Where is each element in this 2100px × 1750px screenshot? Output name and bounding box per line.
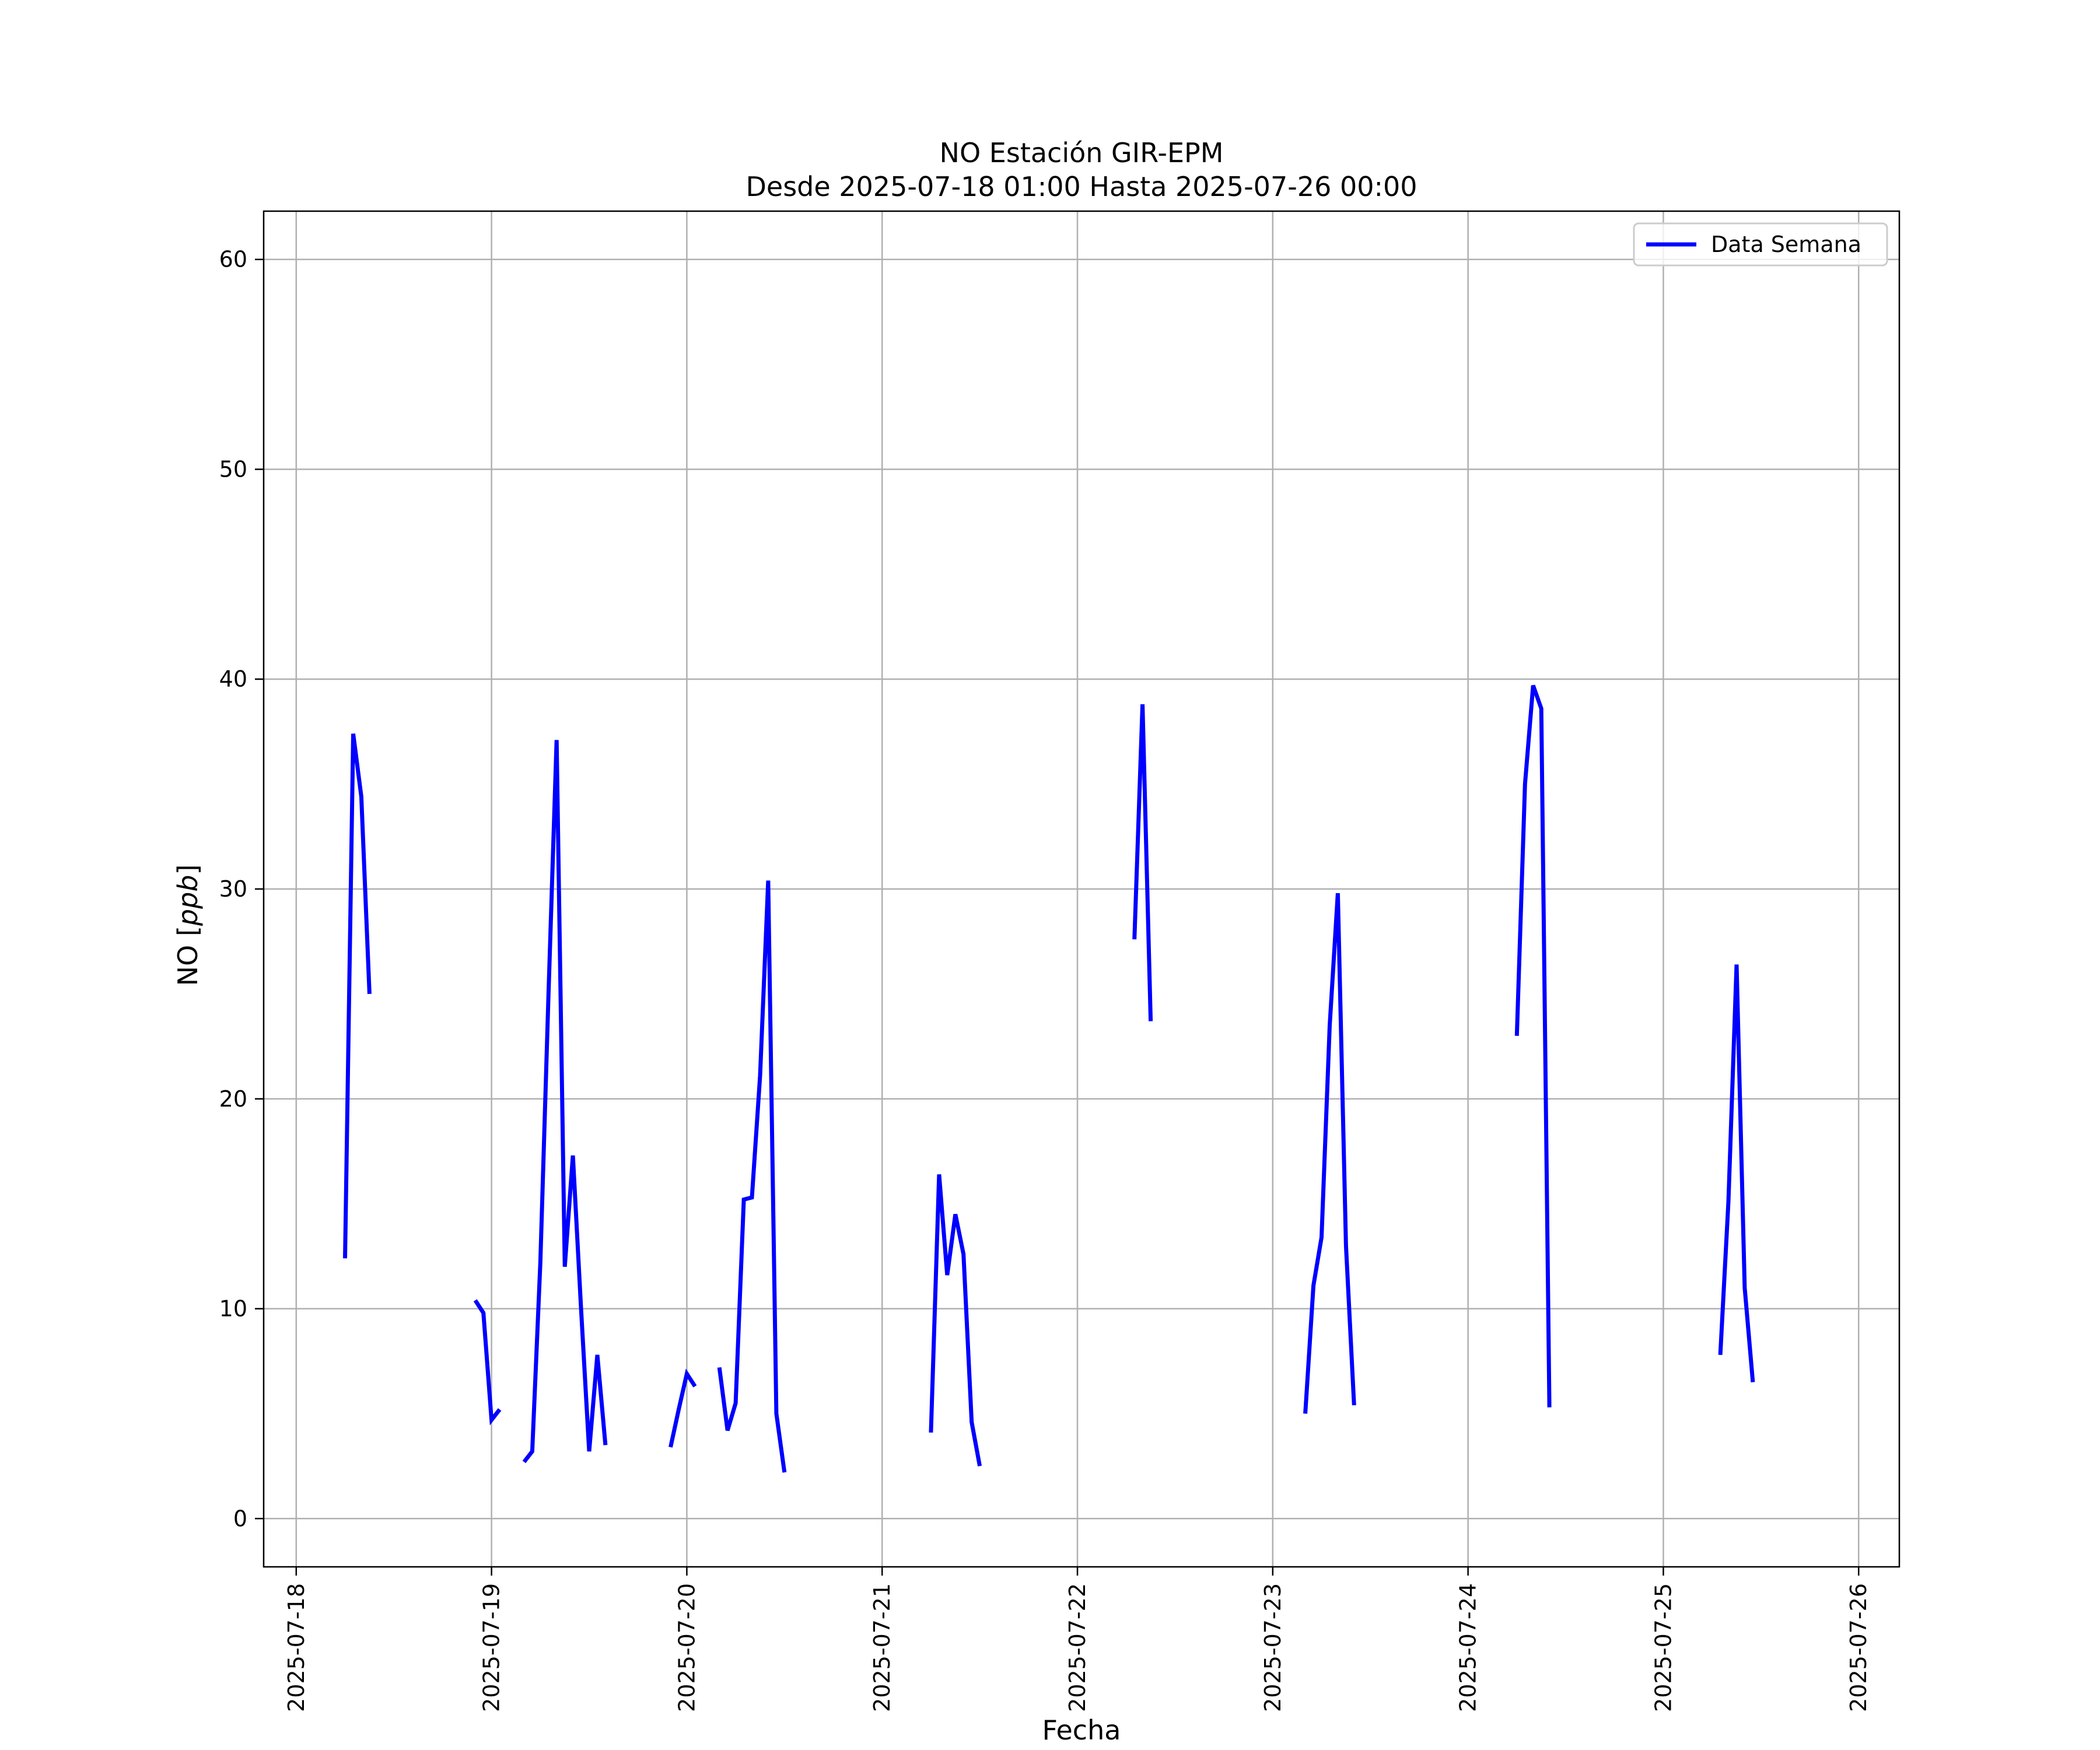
legend-label-data-semana: Data Semana	[1711, 232, 1861, 257]
legend-frame	[1633, 222, 1888, 267]
x-tick-label: 2025-07-20	[674, 1583, 699, 1712]
series-line-data-semana	[343, 733, 372, 1259]
plot-area	[343, 684, 1755, 1473]
chart-title: NO Estación GIR-EPM	[940, 137, 1224, 169]
x-tick-label: 2025-07-22	[1065, 1583, 1090, 1712]
series-line-data-semana	[1718, 964, 1755, 1382]
series-line-data-semana	[522, 740, 608, 1464]
chart-subtitle: Desde 2025-07-18 01:00 Hasta 2025-07-26 …	[746, 171, 1417, 202]
x-tick-label: 2025-07-18	[284, 1583, 309, 1712]
axes-frame	[262, 210, 1901, 1568]
series-line-data-semana	[1514, 684, 1552, 1408]
x-tick-label: 2025-07-19	[479, 1583, 505, 1712]
series-line-data-semana	[473, 1299, 502, 1426]
y-axis-label: NO [ppb]	[172, 864, 204, 986]
series-line-data-semana	[929, 1174, 982, 1466]
x-tick-label: 2025-07-24	[1455, 1583, 1481, 1712]
y-tick-label: 60	[219, 247, 247, 272]
y-tick-label: 50	[219, 456, 247, 482]
series-line-data-semana	[668, 1368, 697, 1448]
x-tick-label: 2025-07-25	[1650, 1583, 1676, 1712]
y-tick-label: 20	[219, 1086, 247, 1112]
y-tick-label: 0	[233, 1506, 247, 1531]
series-line-data-semana	[717, 880, 787, 1473]
y-tick-label: 10	[219, 1296, 247, 1322]
axes: 2025-07-18 2025-07-19 2025-07-20 2025-07-21…	[219, 210, 1901, 1712]
grid	[264, 211, 1899, 1567]
x-tick-label: 2025-07-21	[869, 1583, 895, 1712]
y-tick-label: 40	[219, 666, 247, 692]
y-tick-label: 30	[219, 876, 247, 902]
x-axis-label: Fecha	[1042, 1714, 1121, 1746]
x-tick-label: 2025-07-23	[1260, 1583, 1286, 1712]
series-line-data-semana	[1303, 892, 1356, 1414]
legend: Data Semana	[1633, 222, 1888, 267]
x-tick-label: 2025-07-26	[1846, 1583, 1871, 1712]
series-line-data-semana	[1132, 704, 1153, 1021]
